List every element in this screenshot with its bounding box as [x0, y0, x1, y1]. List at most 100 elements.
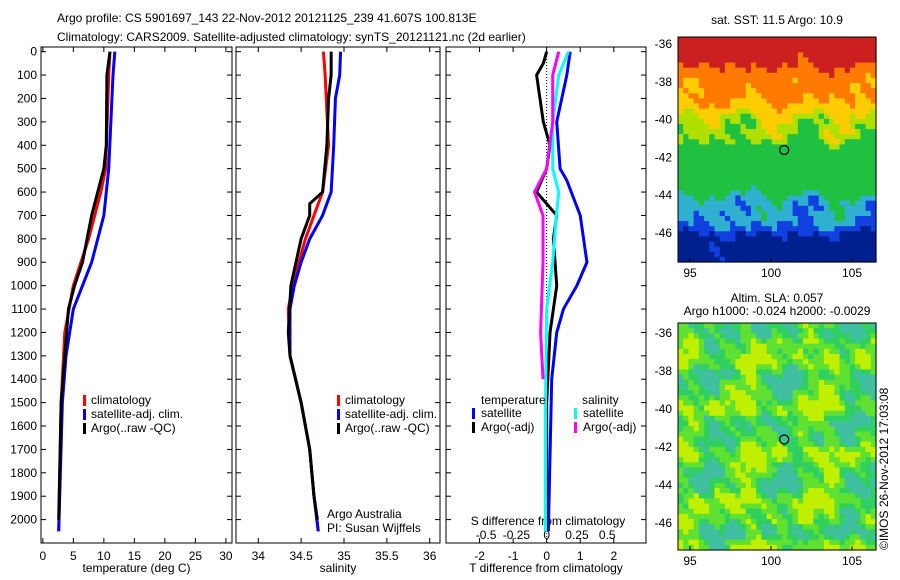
map-cell — [771, 164, 778, 171]
map-cell — [709, 364, 716, 371]
map-cell — [740, 328, 747, 334]
map-cell — [818, 231, 825, 238]
map-cell — [844, 374, 851, 381]
map-cell — [813, 200, 820, 207]
map-cell — [756, 215, 762, 222]
map-cell — [750, 251, 757, 258]
map-cell — [745, 369, 752, 376]
map-cell — [792, 467, 799, 474]
map-cell — [823, 236, 830, 243]
map-cell — [865, 498, 872, 505]
map-cell — [761, 519, 768, 525]
map-cell — [818, 477, 825, 484]
map-cell — [704, 488, 710, 494]
map-cell — [761, 508, 768, 515]
map-cell — [797, 83, 804, 89]
map-cell — [787, 215, 794, 222]
map-cell — [792, 508, 799, 515]
map-cell — [714, 231, 721, 238]
map-cell — [855, 534, 861, 541]
map-cell — [849, 369, 856, 376]
map-cell — [823, 154, 830, 161]
map-cell — [766, 539, 773, 546]
map-cell — [829, 37, 835, 43]
map-cell — [771, 77, 778, 84]
map-cell — [870, 134, 877, 140]
map-cell — [823, 256, 830, 263]
map-cell — [782, 493, 789, 500]
map-cell — [688, 426, 695, 432]
map-cell — [813, 47, 820, 53]
map-cell — [735, 118, 742, 125]
map-cell — [865, 390, 872, 396]
map-cell — [792, 42, 799, 48]
map-cell — [688, 390, 695, 396]
map-cell — [730, 256, 736, 263]
map-cell — [808, 457, 815, 463]
map-cell — [771, 139, 778, 145]
map-cell — [844, 113, 851, 120]
map-cell — [709, 343, 716, 350]
map-cell — [797, 519, 804, 525]
map-cell — [735, 529, 742, 536]
map-cell — [771, 446, 778, 453]
map-cell — [724, 498, 731, 505]
map-cell — [782, 390, 789, 396]
map-cell — [740, 446, 747, 453]
map-cell — [719, 364, 726, 371]
map-cell — [745, 83, 752, 89]
map-cell — [693, 180, 700, 186]
map-cell — [813, 226, 820, 232]
map-cell — [683, 415, 690, 422]
map-cell — [750, 451, 757, 458]
map-cell — [813, 88, 820, 94]
map-cell — [704, 67, 710, 74]
map-cell — [745, 118, 752, 125]
map-cell — [860, 221, 867, 227]
map-cell — [813, 374, 820, 381]
map-cell — [693, 519, 700, 525]
map-cell — [818, 441, 825, 448]
map-cell — [750, 205, 757, 212]
map-cell — [813, 410, 820, 417]
map-cell — [803, 180, 809, 186]
map-cell — [808, 441, 815, 448]
map-cell — [797, 426, 804, 432]
map-cell — [678, 498, 684, 505]
map-cell — [870, 415, 877, 422]
map-cell — [787, 42, 794, 48]
map-cell — [714, 113, 721, 120]
map-cell — [688, 359, 695, 365]
map-cell — [839, 323, 846, 329]
map-cell — [714, 482, 721, 489]
map-cell — [740, 421, 747, 427]
map-cell — [849, 164, 856, 171]
map-cell — [813, 164, 820, 171]
map-cell — [808, 108, 815, 115]
map-cell — [683, 359, 690, 365]
map-cell — [797, 539, 804, 546]
map-cell — [849, 83, 856, 89]
map-cell — [771, 421, 778, 427]
map-cell — [719, 226, 726, 232]
x-tick-label: 15 — [128, 549, 142, 563]
map-cell — [771, 190, 778, 197]
map-cell — [724, 159, 731, 166]
map-cell — [860, 348, 867, 355]
map-cell — [834, 338, 841, 345]
map-cell — [740, 103, 747, 110]
map-cell — [735, 379, 742, 386]
map-cell — [834, 129, 841, 135]
map-cell — [870, 241, 877, 248]
map-cell — [787, 195, 794, 202]
map-cell — [870, 508, 877, 515]
map-cell — [787, 323, 794, 329]
map-cell — [730, 359, 736, 365]
map-cell — [777, 47, 783, 53]
map-cell — [797, 37, 804, 43]
map-cell — [735, 205, 742, 212]
map-cell — [709, 67, 716, 74]
map-cell — [839, 421, 846, 427]
map-cell — [792, 544, 799, 551]
map-cell — [761, 421, 768, 427]
